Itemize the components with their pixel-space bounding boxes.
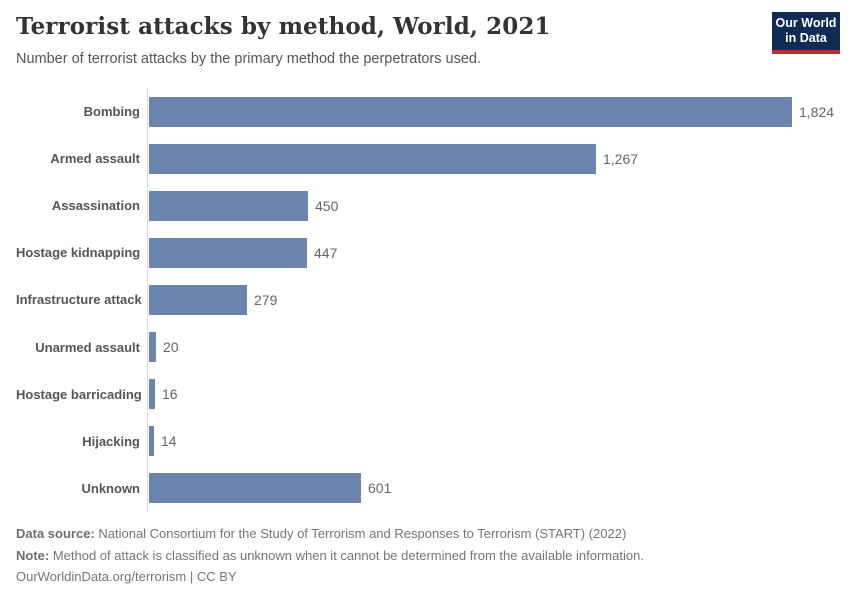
bar-row: Hijacking 14 [16,417,834,465]
bar [149,190,308,221]
bars-area: 601 [147,464,834,512]
note-line: Note: Method of attack is classified as … [16,545,834,567]
category-label: Armed assault [50,151,140,167]
bar [149,237,307,268]
chart-subtitle: Number of terrorist attacks by the prima… [16,51,482,67]
bar [149,143,596,174]
bar [149,96,792,127]
bar [149,284,247,315]
value-label: 279 [254,291,278,308]
category-label: Hostage barricading [16,386,142,402]
bars-area: 14 [147,417,834,465]
category-label: Bombing [83,104,140,120]
bars-area: 279 [147,276,834,324]
bar [149,473,361,504]
bars-area: 450 [147,182,834,230]
chart-footer: Data source: National Consortium for the… [16,523,834,588]
value-label: 20 [163,339,179,356]
license-line: OurWorldinData.org/terrorism | CC BY [16,566,834,588]
category-label: Assassination [51,198,140,214]
bar [149,426,154,457]
page-title: Terrorist attacks by method, World, 2021 [16,13,551,40]
owid-logo-line2: in Data [785,31,827,45]
bar-row: Bombing 1,824 [16,88,835,136]
bar-rows: Bombing 1,824 Armed assault 1,267 Assass… [16,88,834,512]
bar-row: Hostage barricading 16 [16,370,834,418]
value-label: 1,267 [603,150,639,167]
license-label: CC BY [196,569,237,584]
value-label: 601 [368,480,392,497]
data-source-label: Data source: [16,526,95,541]
bar-row: Hostage kidnapping 447 [16,229,834,277]
value-label: 450 [315,197,339,214]
bars-area: 16 [147,370,834,418]
note-label: Note: [16,547,50,563]
data-source-text: National Consortium for the Study of Ter… [94,526,627,541]
owid-logo-line1: Our World [775,16,837,30]
bars-area: 447 [147,229,834,277]
category-label: Infrastructure attack [16,292,142,308]
license-separator: | [186,569,197,584]
value-label: 16 [162,386,178,403]
owid-logo[interactable]: Our World in Data [772,12,840,54]
value-label: 14 [161,433,177,450]
data-source-line: Data source: National Consortium for the… [16,523,834,545]
bars-area: 20 [147,323,834,371]
bar [149,379,155,410]
bar-chart: Bombing 1,824 Armed assault 1,267 Assass… [16,88,834,512]
bar-row: Assassination 450 [16,182,834,230]
category-label: Hostage kidnapping [16,245,141,261]
value-label: 447 [314,244,338,261]
bar-row: Infrastructure attack 279 [16,276,834,324]
value-label: 1,824 [799,103,835,120]
bar-row: Unarmed assault 20 [16,323,834,371]
owid-url-link[interactable]: OurWorldinData.org/terrorism [16,569,187,584]
category-label: Unarmed assault [35,339,140,355]
category-label: Hijacking [82,433,140,449]
bar [149,332,156,363]
bar-row: Armed assault 1,267 [16,135,834,183]
bar-row: Unknown 601 [16,464,834,512]
category-label: Unknown [81,480,141,496]
bars-area: 1,824 [147,88,835,136]
note-text: Method of attack is classified as unknow… [49,547,644,563]
bars-area: 1,267 [147,135,834,183]
